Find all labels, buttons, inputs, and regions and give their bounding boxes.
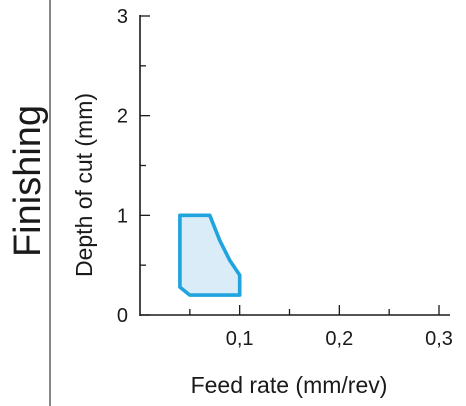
application-region <box>178 213 242 297</box>
regions <box>178 213 242 297</box>
y-tick-label: 0 <box>117 305 128 327</box>
y-tick-label: 3 <box>117 6 128 28</box>
y-tick-label: 2 <box>117 106 128 128</box>
tick-labels: 0 1 2 3 0,1 0,2 0,3 <box>117 6 453 350</box>
x-tick-label: 0,3 <box>425 328 453 350</box>
y-axis-title: Depth of cut (mm) <box>71 93 97 277</box>
y-tick-label: 1 <box>117 205 128 227</box>
x-axis-title: Feed rate (mm/rev) <box>191 372 388 398</box>
x-tick-label: 0,2 <box>325 328 353 350</box>
panel-label: Finishing <box>7 105 49 257</box>
ticks <box>140 15 440 316</box>
x-tick-label: 0,1 <box>226 328 254 350</box>
